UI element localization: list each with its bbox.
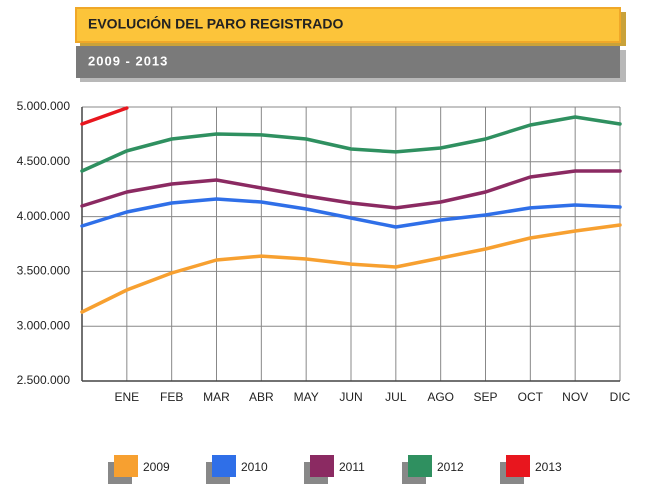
x-tick-label: MAY	[294, 390, 319, 404]
y-tick-label: 2.500.000	[17, 373, 71, 387]
x-tick-label: OCT	[518, 390, 544, 404]
legend-label: 2012	[437, 460, 464, 474]
legend-swatch	[310, 455, 334, 477]
y-tick-label: 3.500.000	[17, 264, 71, 278]
x-tick-label: MAR	[203, 390, 230, 404]
y-tick-label: 4.500.000	[17, 154, 71, 168]
y-tick-label: 5.000.000	[17, 99, 71, 113]
x-tick-label: JUN	[339, 390, 362, 404]
legend-swatch	[114, 455, 138, 477]
legend-swatch	[212, 455, 236, 477]
y-tick-label: 4.000.000	[17, 209, 71, 223]
x-tick-label: ENE	[114, 390, 139, 404]
x-tick-label: SEP	[473, 390, 497, 404]
x-tick-label: FEB	[160, 390, 183, 404]
legend-swatch	[408, 455, 432, 477]
chart-subtitle: 2009 - 2013	[88, 53, 168, 68]
legend-label: 2011	[339, 460, 365, 474]
series-line	[80, 197, 622, 229]
series-line	[80, 106, 129, 126]
series-line	[80, 115, 622, 173]
legend-swatch	[506, 455, 530, 477]
title-bar	[75, 7, 621, 43]
x-tick-label: AGO	[427, 390, 454, 404]
legend-label: 2009	[143, 460, 170, 474]
x-tick-label: NOV	[562, 390, 588, 404]
chart-title: EVOLUCIÓN DEL PARO REGISTRADO	[88, 15, 344, 32]
x-tick-label: DIC	[610, 390, 631, 404]
subtitle-bar	[76, 46, 620, 78]
series-line	[80, 169, 622, 210]
x-tick-label: ABR	[249, 390, 274, 404]
y-tick-label: 3.000.000	[17, 318, 71, 332]
series-line	[80, 223, 622, 314]
legend-label: 2013	[535, 460, 562, 474]
x-tick-label: JUL	[385, 390, 407, 404]
legend-label: 2010	[241, 460, 268, 474]
